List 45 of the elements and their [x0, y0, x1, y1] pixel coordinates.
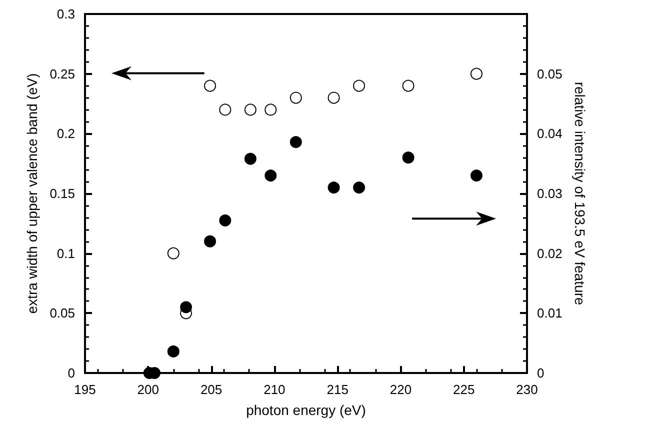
- point: [244, 104, 256, 116]
- point: [204, 80, 216, 92]
- point: [244, 152, 256, 165]
- point: [328, 182, 340, 194]
- x-tick-label: 225: [453, 382, 475, 397]
- point: [180, 301, 192, 314]
- point: [290, 136, 302, 148]
- y-tick-label: 0.1: [56, 246, 75, 261]
- y2-tick-label: 0.02: [537, 246, 562, 261]
- y2-axis-title: relative intensity of 193.5 eV feature: [572, 82, 588, 306]
- point: [470, 68, 482, 80]
- point: [353, 80, 366, 92]
- x-tick-label: 215: [326, 382, 348, 397]
- y2-tick-label: 0.04: [537, 126, 562, 142]
- y-tick-label: 0.25: [50, 66, 75, 82]
- point: [402, 152, 414, 164]
- y-axis-title: extra width of upper valence band (eV): [24, 73, 40, 314]
- point: [219, 214, 232, 226]
- point: [167, 345, 180, 358]
- y-tick-label: 0.05: [50, 306, 75, 321]
- x-tick-label: 230: [516, 382, 538, 397]
- point: [264, 104, 277, 116]
- x-tick-label: 210: [264, 382, 286, 397]
- y2-tick-label: 0.05: [537, 66, 562, 82]
- point: [470, 170, 482, 182]
- x-tick-label: 195: [74, 382, 96, 397]
- x-tick-label: 200: [137, 382, 159, 397]
- y2-tick-label: 0.01: [537, 306, 562, 321]
- x-tick-label: 220: [390, 382, 412, 397]
- point: [204, 235, 216, 248]
- y-tick-label: 0.2: [56, 126, 75, 142]
- point: [402, 80, 414, 92]
- point: [353, 182, 366, 194]
- point: [290, 92, 302, 104]
- point: [264, 170, 277, 182]
- point: [167, 247, 180, 260]
- y2-tick-label: 0.03: [537, 186, 562, 201]
- point: [219, 104, 232, 116]
- y2-tick-label: 0: [537, 366, 544, 380]
- point: [328, 92, 340, 104]
- y-tick-label: 0: [68, 366, 75, 380]
- y-tick-label: 0.3: [56, 6, 75, 22]
- y-tick-label: 0.15: [50, 186, 75, 201]
- x-tick-label: 205: [200, 382, 222, 397]
- x-axis-title: photon energy (eV): [246, 402, 366, 418]
